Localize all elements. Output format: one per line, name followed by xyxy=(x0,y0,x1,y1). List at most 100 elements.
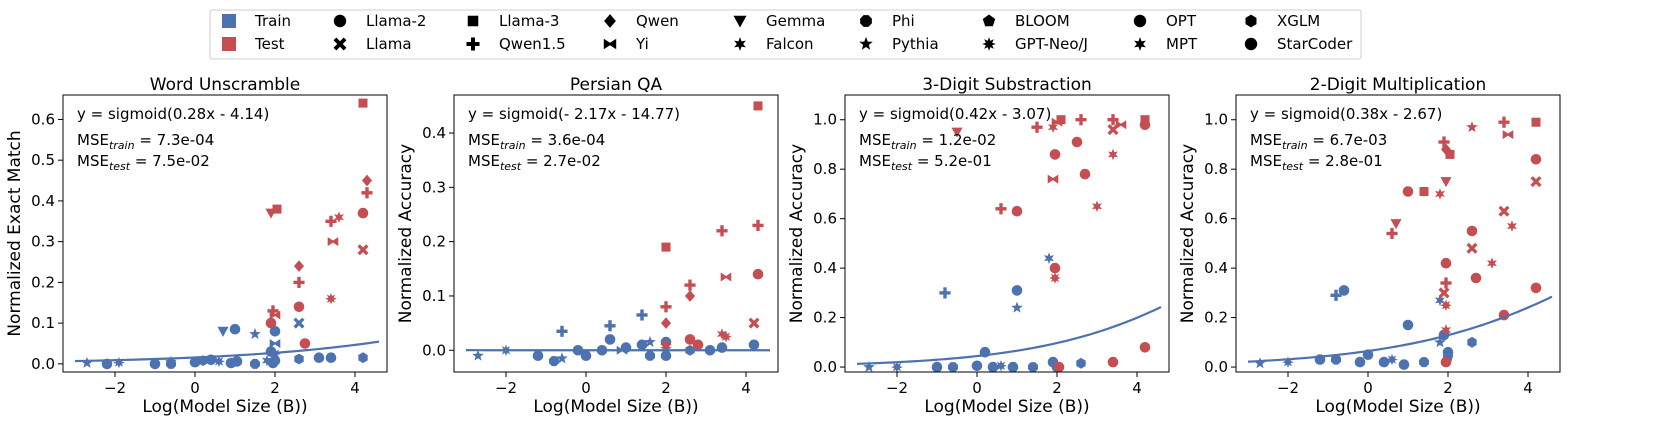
train-point-circle xyxy=(1011,285,1023,296)
test-point-square xyxy=(1056,115,1066,125)
legend-label: Gemma xyxy=(766,12,825,30)
test-point-bowtie xyxy=(327,237,339,247)
legend-label: Llama-2 xyxy=(366,12,426,30)
test-point-circle xyxy=(1402,186,1414,197)
data-points xyxy=(81,98,373,370)
chart-panel-word-unscramble: Word Unscramble −2 0 2 4 0.0 0.1 0.2 0.3 0.4 0.5 0.… xyxy=(5,75,388,417)
test-point-plus xyxy=(660,301,672,313)
train-point-circle xyxy=(660,350,672,361)
test-point-diamond xyxy=(1440,143,1452,156)
legend-label: Llama xyxy=(366,35,412,53)
test-point-plus xyxy=(1031,121,1043,133)
x-tick-label: 2 xyxy=(270,379,280,397)
x-axis-label: Log(Model Size (B)) xyxy=(1315,397,1480,417)
train-point-triangle-down xyxy=(217,326,229,337)
train-point-star-6 xyxy=(1043,252,1055,265)
test-point-circle xyxy=(1011,205,1023,217)
y-tick-label: 0.3 xyxy=(422,178,446,196)
fit-curve xyxy=(1247,295,1553,363)
legend-entry-test: Test xyxy=(222,35,285,53)
y-tick-label: 0.6 xyxy=(1204,210,1228,228)
legend-entry-gemma: Gemma xyxy=(733,12,825,30)
test-point-circle xyxy=(1530,282,1542,294)
train-point-star-5 xyxy=(556,352,568,364)
test-point-x-cross xyxy=(748,317,760,329)
legend-frame xyxy=(209,9,1362,60)
x-axis-label: Log(Model Size (B)) xyxy=(533,397,698,417)
train-point-star-5 xyxy=(249,328,261,340)
test-point-diamond xyxy=(293,260,305,272)
train-point-plus xyxy=(939,287,951,299)
train-point-bowtie xyxy=(269,338,281,349)
legend-entry-gpt-neo-j: GPT-Neo/J xyxy=(982,35,1088,53)
x-tick-label: 2 xyxy=(1443,379,1453,397)
y-tick-label: 0.0 xyxy=(813,358,837,376)
fit-equation: y = sigmoid(0.38x - 2.67) xyxy=(1250,105,1442,123)
y-tick-label: 0.0 xyxy=(422,341,446,359)
legend-entry-phi: Phi xyxy=(860,12,915,30)
legend-entry-qwen1-5: Qwen1.5 xyxy=(466,35,566,53)
test-point-star-6 xyxy=(1506,220,1518,232)
test-point-circle xyxy=(1470,272,1482,284)
test-point-circle xyxy=(1107,356,1119,368)
test-point-plus xyxy=(1075,114,1087,126)
train-point-circle xyxy=(313,352,325,363)
legend-marker-bowtie xyxy=(603,38,617,50)
test-point-plus xyxy=(1498,116,1510,128)
legend-entry-qwen: Qwen xyxy=(604,12,679,30)
test-point-x-cross xyxy=(1438,287,1450,299)
data-points xyxy=(863,114,1151,372)
chart-title: Persian QA xyxy=(570,75,663,95)
legend-label: XGLM xyxy=(1277,12,1320,30)
test-point-circle xyxy=(684,334,696,345)
x-axis-label: Log(Model Size (B)) xyxy=(924,397,1089,417)
train-point-hexagon xyxy=(294,353,304,365)
y-tick-label: 0.4 xyxy=(422,124,446,142)
legend-marker-square xyxy=(467,15,479,27)
test-point-bowtie xyxy=(1047,174,1059,184)
legend-marker-plus xyxy=(466,37,480,51)
legend-marker-circle xyxy=(333,14,347,28)
test-point-star-5 xyxy=(1466,121,1478,133)
test-point-square xyxy=(753,101,763,111)
legend-marker-x-cross xyxy=(333,37,347,51)
test-point-plus xyxy=(1440,277,1452,289)
train-point-octagon xyxy=(1028,362,1038,372)
train-point-star-6 xyxy=(261,354,273,367)
test-point-star-6 xyxy=(716,328,728,340)
legend-marker-circle xyxy=(1244,37,1258,51)
train-point-octagon xyxy=(166,358,176,369)
test-point-diamond xyxy=(684,290,696,302)
train-point-star-5 xyxy=(472,349,484,361)
train-point-circle xyxy=(748,339,760,351)
legend-label: Pythia xyxy=(892,35,939,53)
x-axis-label: Log(Model Size (B)) xyxy=(142,397,307,417)
chart-title: 2-Digit Multiplication xyxy=(1310,75,1486,95)
train-point-circle xyxy=(1338,285,1350,296)
train-point-plus xyxy=(1330,289,1342,301)
train-point-circle xyxy=(604,334,616,345)
legend-marker-star-5 xyxy=(859,36,873,50)
y-axis-label: Normalized Accuracy xyxy=(1178,144,1198,323)
legend-entry-llama: Llama xyxy=(333,35,412,53)
train-point-circle xyxy=(231,356,243,367)
test-point-circle xyxy=(1071,136,1083,148)
train-point-star-5 xyxy=(1434,336,1446,348)
train-point-star-6 xyxy=(1434,294,1446,307)
legend-marker-star-6 xyxy=(734,37,746,51)
legend-marker-circle xyxy=(1133,14,1147,28)
train-point-hexagon xyxy=(358,352,368,364)
plot-frame xyxy=(1235,94,1561,373)
test-point-circle xyxy=(1139,119,1151,130)
legend-label: Train xyxy=(254,12,291,30)
mse-test: MSEtest = 2.7e-02 xyxy=(468,152,601,173)
data-points xyxy=(1254,116,1542,370)
train-point-circle xyxy=(1007,361,1019,372)
test-point-plus xyxy=(684,279,696,291)
test-point-square xyxy=(1419,186,1429,197)
legend-label: OPT xyxy=(1166,12,1197,30)
plot-frame xyxy=(62,94,388,373)
y-tick-label: 1.0 xyxy=(1204,111,1228,129)
test-point-circle xyxy=(1440,356,1452,368)
legend-entry-mpt: MPT xyxy=(1134,35,1198,53)
